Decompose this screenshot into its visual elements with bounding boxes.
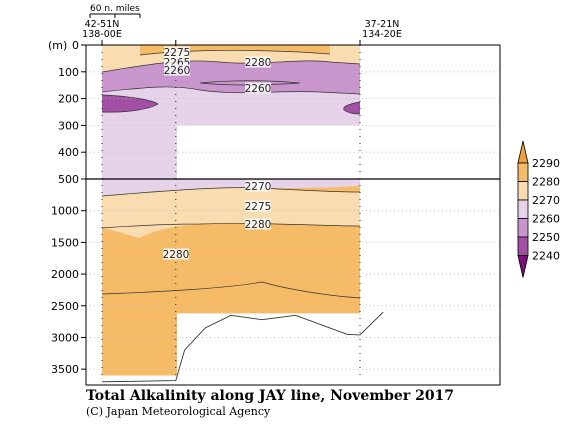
y-tick-label-zero: 0 xyxy=(72,39,79,52)
end-position-label: 37-21N xyxy=(365,19,400,30)
blank-region-lower-west xyxy=(102,375,177,385)
y-unit-label: (m) xyxy=(48,39,67,52)
contour-label: 2260 xyxy=(245,83,272,95)
contour-label: 2280 xyxy=(245,57,272,69)
contour-label-bg xyxy=(164,56,190,68)
blank-region-upper xyxy=(177,125,360,179)
contour-label: 2275 xyxy=(164,47,191,59)
end-position-label: 134-20E xyxy=(362,29,402,40)
fill-2250-lens-west xyxy=(102,95,158,113)
upper-contours xyxy=(101,49,361,115)
y-tick-label: 200 xyxy=(58,93,79,106)
y-tick-label: 1500 xyxy=(51,236,79,249)
chart-title: Total Alkalinity along JAY line, Novembe… xyxy=(86,388,455,404)
contour-line-upper xyxy=(101,86,361,95)
contour-label-bg xyxy=(245,82,271,94)
y-tick-label: 400 xyxy=(58,146,79,159)
contour-line-upper xyxy=(343,101,361,115)
y-tick-label: 2500 xyxy=(51,300,79,313)
scale-bar-label: 60 n. miles xyxy=(90,4,140,14)
fill-2250-lens-east xyxy=(343,102,360,114)
contour-label: 2280 xyxy=(163,249,190,261)
contour-label-bg xyxy=(245,180,271,192)
contour-line-upper xyxy=(199,80,301,86)
y-tick-label: 100 xyxy=(58,66,79,79)
y-tick-label: 3000 xyxy=(51,331,79,344)
contour-line-lower xyxy=(101,223,361,229)
colorbar-tick-label: 2240 xyxy=(532,250,560,263)
colorbar-tick-label: 2250 xyxy=(532,231,560,244)
chart-credit: (C) Japan Meteorological Agency xyxy=(86,405,271,418)
contour-label: 2260 xyxy=(164,65,191,77)
colorbar-tick-label: 2260 xyxy=(532,213,560,226)
contour-label-bg xyxy=(245,200,271,212)
y-tick-label: 300 xyxy=(58,119,79,132)
start-position-label: 42-51N xyxy=(85,19,120,30)
colorbar-under xyxy=(517,255,529,278)
colorbar-tick-label: 2280 xyxy=(532,176,560,189)
blank-region-lower-east xyxy=(177,313,360,385)
contour-label: 2270 xyxy=(245,181,272,193)
contour-label-bg xyxy=(164,64,190,76)
colorbar-over xyxy=(517,140,529,164)
bottom-topography-line xyxy=(101,311,384,383)
contour-label-bg xyxy=(245,218,271,230)
start-position-label: 138-00E xyxy=(82,29,122,40)
colorbar-tick-label: 2290 xyxy=(532,157,560,170)
colorbar-segment xyxy=(517,181,529,201)
fill-2280-band xyxy=(102,187,360,238)
contour-label-bg xyxy=(245,56,271,68)
contour-line-upper xyxy=(101,94,159,113)
colorbar-segment xyxy=(517,162,529,182)
colorbar-segment xyxy=(517,236,529,256)
y-tick-label: 1000 xyxy=(51,205,79,218)
contour-label: 2280 xyxy=(245,219,272,231)
contour-label-bg xyxy=(164,46,190,58)
colorbar-tick-label: 2270 xyxy=(532,194,560,207)
y-tick-label: 3500 xyxy=(51,363,79,376)
contour-line-upper xyxy=(101,60,361,73)
contour-label: 2275 xyxy=(245,201,272,213)
y-tick-label: 2000 xyxy=(51,268,79,281)
contour-line-upper xyxy=(139,49,331,56)
colorbar-segment xyxy=(517,199,529,219)
y-tick-label: 500 xyxy=(58,173,79,186)
plot-frame xyxy=(85,44,501,386)
contour-line-lower xyxy=(101,281,361,299)
colorbar-segment xyxy=(517,218,529,238)
contour-label-bg xyxy=(163,248,189,260)
